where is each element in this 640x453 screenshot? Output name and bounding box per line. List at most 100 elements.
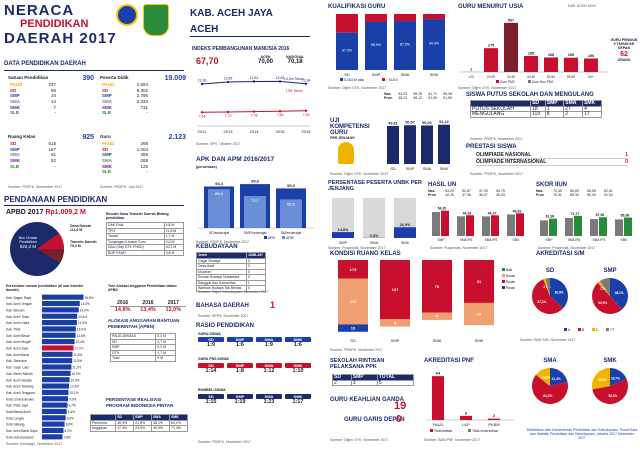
kondisi-value: 412: [350, 299, 357, 304]
sp-level: SMK: [10, 104, 20, 110]
akred-value: 57,1%: [537, 300, 546, 304]
rasio-vals: 1:14 1:8 1:12 1:10: [198, 368, 314, 374]
realisasi-cell: 47,3%: [115, 425, 135, 432]
apk-legend: APK: [268, 236, 276, 240]
apbd-label: APBD 2017 Rp1.009,2 M: [6, 209, 86, 216]
prestasi-name: OLIMPIADE NASIONAL: [476, 152, 532, 158]
ipm-nasional: NASIONAL 70,18: [286, 55, 304, 66]
akred-value: 64,3%: [543, 394, 552, 398]
usia-value: 185: [528, 51, 534, 55]
kab-name: Kab. Aceh Barat Daya: [6, 429, 38, 433]
kab-name: Kab. Aceh Selatan: [6, 378, 32, 382]
rasio-level: SMK: [285, 394, 311, 399]
pie-label-1: Non Urusan Pendidikan 822,2 M: [10, 236, 46, 250]
hasil-nums: Nas. 54,29 52,67 47,93 53,75 Prov. 42,26 37,36 3…: [428, 189, 532, 197]
sp-level: PAUD: [10, 82, 23, 87]
akred-pie-title: SD: [546, 268, 555, 274]
nums-value: 80,00: [587, 193, 596, 198]
kab-name: Kota Subulussalam: [6, 435, 34, 439]
akreditasi-title: AKREDITASI S/M: [536, 251, 585, 257]
kab-name: Kota Lhokseumawe: [6, 397, 34, 401]
ipm-point-rls: [226, 80, 230, 84]
akred-legend-swatch: [578, 328, 581, 331]
pd-value: 731: [140, 104, 148, 110]
apk-value: 94,4: [215, 181, 224, 186]
kab-bar: [42, 326, 76, 332]
kondisi-value: 31: [477, 279, 482, 284]
putus-row: PUTUS SEKOLAH 18 1 27 4: [469, 105, 602, 112]
rintisan-table: SD SMP TOTAL 2 3 5: [332, 374, 415, 386]
rasio-value: 1:15: [205, 399, 217, 405]
putus-title: SISWA PUTUS SEKOLAH DAN MENGULANG: [466, 92, 594, 98]
putus-cell: SMP: [544, 100, 565, 107]
alokasi-cell: 1,7 M: [155, 349, 176, 356]
realisasi-row: Penerima 46,9% 21,8% 48,1% 64,1%: [89, 419, 188, 426]
nums-value: 54,33: [398, 92, 408, 96]
kemdikbud-logo: [116, 4, 138, 26]
nums-value: 91,53: [604, 193, 613, 198]
skor-value: 67,06: [596, 213, 605, 217]
g-value: 1.004: [136, 146, 148, 152]
ipm-nas-lbl: NASIONAL: [286, 55, 305, 59]
skor-cat: SMP: [546, 238, 553, 242]
sp-row: SMK 7: [10, 105, 56, 111]
usia-bar: [484, 48, 498, 72]
rasio-value: 1:17: [292, 399, 304, 405]
nums-value: 62,61: [604, 189, 613, 193]
apm-value: 72,7: [251, 198, 260, 203]
unbk-cat: SMA: [370, 241, 379, 245]
putus-cell: 1: [544, 105, 565, 112]
kondisi-cat: SMA: [433, 338, 442, 343]
usia-bar: [544, 57, 558, 72]
akred-slice: [550, 368, 568, 386]
g-total: 2.123: [168, 134, 186, 141]
unbk-bar: [394, 227, 416, 238]
prestasi-row: OLIMPIADE INTERNASIONAL 0: [476, 159, 628, 166]
bahasa-title: BAHASA DAERAH: [196, 303, 249, 309]
rincian-cell: 3,8 M: [163, 249, 185, 256]
kab-bar: [42, 364, 72, 370]
kab-bar: [42, 383, 70, 389]
kual-bar-s1: [336, 32, 358, 70]
kab-value: 12,8%: [77, 334, 86, 338]
ipm-label-hls: 7,70: [225, 114, 232, 118]
g-level: SLB: [102, 169, 111, 175]
pd-value: 2.654: [136, 82, 148, 87]
apk-source: Sumber: PDSPK, November 2017: [196, 240, 249, 244]
rasio-head: SD SMP SMA SMK: [198, 363, 314, 368]
header-line1: NERACA: [4, 2, 75, 19]
akred-value: 2,1%: [543, 285, 550, 289]
g-row: SLB -: [102, 169, 148, 175]
apm-legend-swatch: [282, 236, 285, 239]
akred-pie-title: SMK: [603, 358, 617, 364]
g-row: PAUD 268: [102, 141, 148, 147]
g-row: SMP 459: [102, 152, 148, 158]
unbk-bg: [363, 198, 385, 238]
usia-cat: 50-54: [547, 75, 555, 79]
unbk-source: Sumber: Puspendik, November 2017: [328, 246, 386, 250]
pensiun-unit: ORANG: [617, 57, 631, 62]
usia-legend-2: Guru Non PNS: [532, 80, 553, 84]
kab-bar: [42, 351, 73, 357]
ipm-source: Sumber: BPS, Oktober 2017: [196, 142, 241, 146]
hasil-bar-2017: [516, 213, 524, 236]
rasio-value: 1:10: [292, 368, 304, 374]
kual-cat: SMA: [401, 72, 410, 77]
sp-row: SMA 14: [10, 99, 56, 105]
ipm-nas-val: 70,18: [287, 59, 303, 66]
apm-legend: APM: [286, 236, 294, 240]
rincian-table: DAK Fisik 4,8 M TPG 21,8 M Tamsil 1,7 M Tunjan…: [106, 222, 185, 256]
kual-cat: SMP: [372, 72, 381, 77]
kab-name: Kab. Simeulue: [6, 359, 27, 363]
ipm-point-hls: [304, 109, 308, 112]
nums-value: 48,12: [413, 96, 423, 101]
pd-value: 2.333: [136, 98, 148, 104]
rk-level: SMP: [10, 146, 20, 152]
ipm-label-hls: 7,64: [199, 114, 206, 118]
skor-bar-2017: [574, 215, 582, 236]
rintisan-cell: 3: [350, 379, 378, 386]
nums-value: 85,33: [570, 193, 579, 198]
kondisi-legend: Rusak Berat: [506, 286, 516, 290]
kondisi-segment: [380, 319, 410, 327]
